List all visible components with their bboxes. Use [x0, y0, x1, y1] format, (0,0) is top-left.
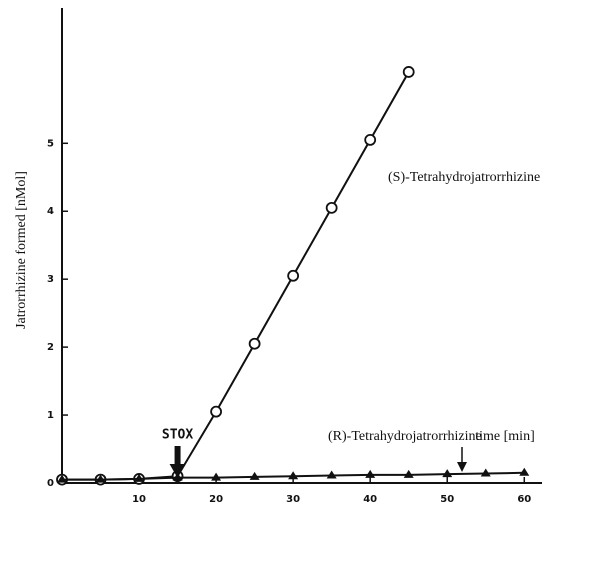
series-label: (R)-Tetrahydrojatrorrhizine — [328, 429, 482, 444]
marker — [57, 474, 67, 483]
marker — [480, 468, 491, 477]
x-tick-label: 40 — [363, 494, 377, 505]
x-tick-label: 10 — [132, 494, 146, 505]
marker — [249, 471, 260, 480]
x-tick-label: 30 — [286, 494, 300, 505]
marker — [287, 269, 300, 282]
marker — [95, 474, 106, 483]
marker — [288, 471, 299, 480]
marker — [365, 469, 376, 478]
marker — [248, 337, 261, 350]
x-tick-label: 60 — [517, 494, 531, 505]
marker — [364, 133, 377, 146]
x-tick-label: 50 — [440, 494, 454, 505]
annotation-arrow — [169, 446, 186, 478]
y-tick-label: 5 — [47, 138, 54, 149]
marker — [211, 472, 222, 481]
marker — [210, 405, 222, 418]
marker — [519, 467, 530, 476]
series-label: (S)-Tetrahydrojatrorrhizine — [388, 170, 540, 185]
annotation: STOX — [162, 428, 193, 443]
marker — [403, 469, 414, 478]
y-tick-label: 3 — [47, 274, 54, 285]
x-tick-label: 20 — [209, 494, 223, 505]
marker — [326, 470, 337, 479]
y-axis-label: Jatrorrhizine formed [nMol] — [14, 171, 29, 329]
x-axis-label: time [min] — [475, 429, 535, 444]
y-tick-label: 4 — [47, 206, 54, 217]
series-line — [62, 71, 410, 481]
marker — [442, 469, 453, 478]
pointer-head — [457, 462, 467, 472]
marker — [134, 473, 145, 482]
marker — [325, 201, 338, 214]
y-tick-label: 1 — [47, 410, 54, 421]
y-tick-label: 0 — [47, 478, 54, 489]
marker — [402, 66, 415, 78]
y-tick-label: 2 — [47, 342, 54, 353]
